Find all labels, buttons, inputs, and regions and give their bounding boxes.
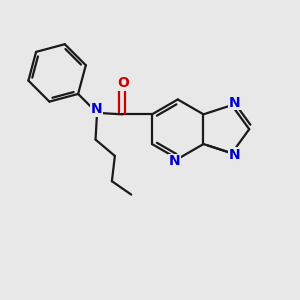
Text: N: N [91, 102, 102, 116]
Text: N: N [229, 96, 241, 110]
Text: N: N [169, 154, 181, 168]
Text: N: N [229, 148, 241, 162]
Text: O: O [117, 76, 129, 90]
